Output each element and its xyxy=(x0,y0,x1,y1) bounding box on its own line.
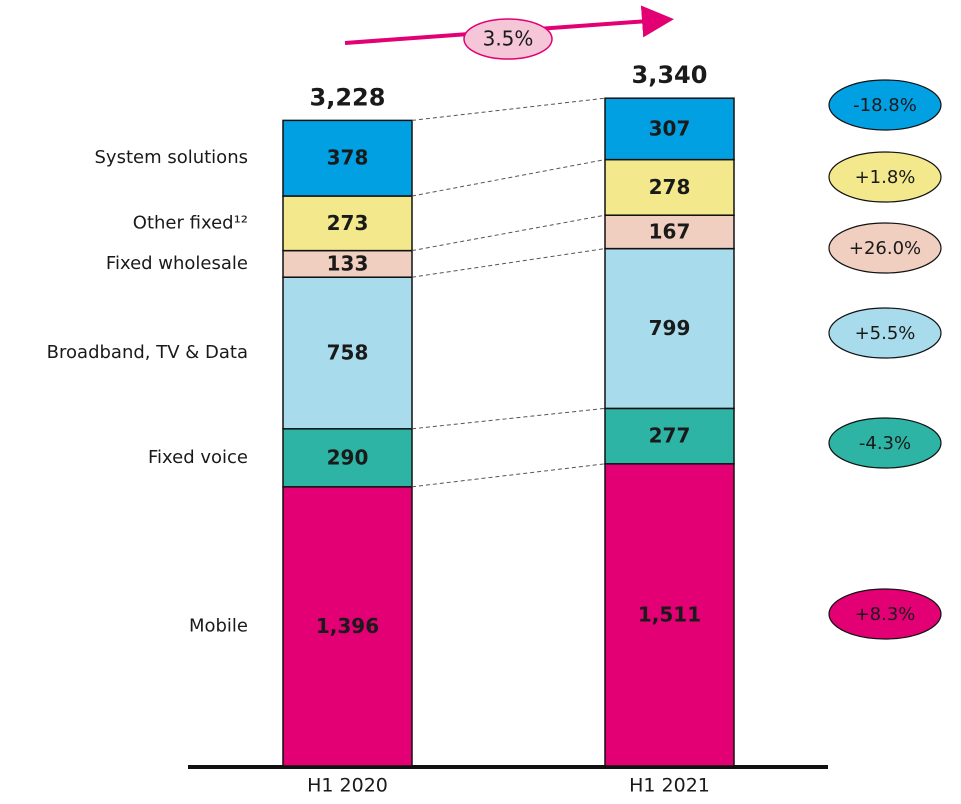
segment-label: 290 xyxy=(327,445,369,469)
segment-label: 307 xyxy=(649,116,691,140)
segment-label: 378 xyxy=(327,146,369,170)
change-bubble xyxy=(828,151,942,203)
bar-segment xyxy=(604,97,735,161)
connector xyxy=(411,463,606,488)
connector xyxy=(411,159,606,197)
category-label: H1 2020 xyxy=(307,775,388,797)
change-bubble xyxy=(828,588,942,640)
category-label: H1 2021 xyxy=(629,775,710,797)
change-label: +26.0% xyxy=(849,238,921,259)
total-label: 3,340 xyxy=(632,61,708,89)
bar-segment xyxy=(604,463,735,767)
change-bubble xyxy=(828,417,942,469)
change-bubble xyxy=(828,307,942,359)
series-name: System solutions xyxy=(94,147,248,168)
change-label: +1.8% xyxy=(855,167,916,188)
series-name: Broadband, TV & Data xyxy=(47,342,248,363)
segment-label: 278 xyxy=(649,175,691,199)
connector xyxy=(411,248,606,278)
segment-label: 1,511 xyxy=(638,602,701,626)
connector xyxy=(411,214,606,252)
bar-segment xyxy=(282,486,413,767)
segment-label: 799 xyxy=(649,316,691,340)
change-label: +5.5% xyxy=(855,323,916,344)
total-label: 3,228 xyxy=(310,83,386,111)
segment-label: 277 xyxy=(649,424,691,448)
connector xyxy=(411,97,606,121)
series-name: Mobile xyxy=(189,615,248,636)
bar-segment xyxy=(282,195,413,252)
bar-segment xyxy=(604,158,735,216)
bar-segment xyxy=(282,119,413,197)
growth-bubble xyxy=(463,18,553,60)
segment-label: 133 xyxy=(327,251,369,275)
change-label: -18.8% xyxy=(853,95,917,116)
segment-label: 167 xyxy=(649,219,691,243)
segment-label: 758 xyxy=(327,341,369,365)
change-bubble xyxy=(828,79,942,131)
growth-label: 3.5% xyxy=(483,27,534,51)
series-name: Fixed wholesale xyxy=(106,253,248,274)
segment-label: 1,396 xyxy=(316,614,379,638)
change-label: -4.3% xyxy=(859,433,911,454)
series-name: Other fixed¹² xyxy=(133,212,248,233)
series-name: Fixed voice xyxy=(148,447,248,468)
change-label: +8.3% xyxy=(855,604,916,625)
segment-label: 273 xyxy=(327,211,369,235)
connector xyxy=(411,407,606,430)
bar-segment xyxy=(604,214,735,250)
change-bubble xyxy=(828,222,942,274)
